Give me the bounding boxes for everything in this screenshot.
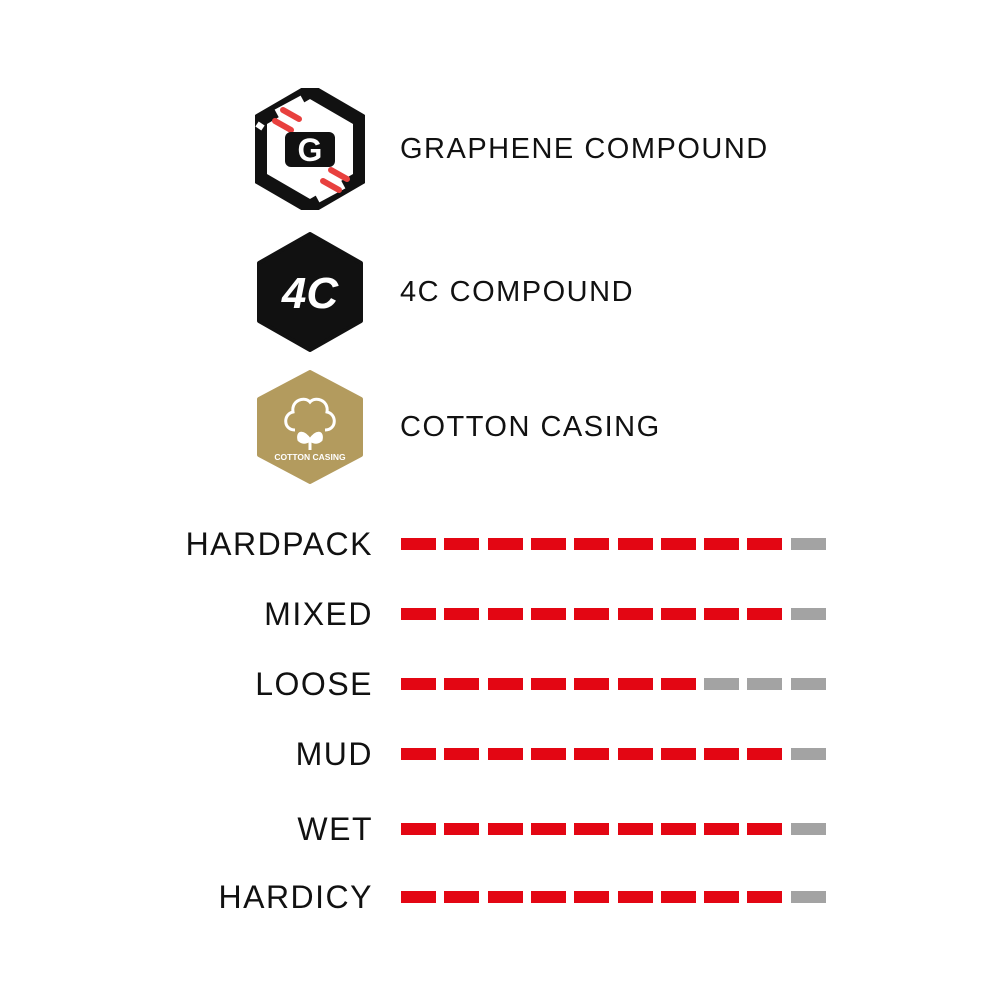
rating-segment-filled: [444, 748, 480, 760]
rating-segment-filled: [660, 608, 696, 620]
rating-row-loose: LOOSE: [0, 664, 1000, 704]
rating-segment-empty: [747, 678, 783, 690]
rating-segment-filled: [444, 538, 480, 550]
rating-row-mixed: MIXED: [0, 594, 1000, 634]
rating-bar: [401, 823, 831, 835]
rating-segment-filled: [704, 748, 740, 760]
rating-segment-filled: [617, 608, 653, 620]
rating-segment-empty: [790, 608, 826, 620]
rating-segment-empty: [790, 891, 826, 903]
rating-label: LOOSE: [255, 666, 373, 702]
svg-text:COTTON CASING: COTTON CASING: [274, 452, 346, 462]
rating-segment-filled: [704, 608, 740, 620]
rating-segment-filled: [444, 823, 480, 835]
rating-segment-filled: [574, 608, 610, 620]
rating-segment-filled: [401, 891, 436, 903]
rating-label: MUD: [295, 736, 373, 772]
rating-segment-filled: [747, 891, 783, 903]
rating-segment-filled: [660, 538, 696, 550]
rating-segment-filled: [574, 538, 610, 550]
rating-segment-filled: [530, 608, 566, 620]
rating-segment-filled: [704, 891, 740, 903]
rating-segment-filled: [617, 891, 653, 903]
rating-segment-empty: [790, 823, 826, 835]
rating-segment-empty: [790, 678, 826, 690]
rating-bar: [401, 538, 831, 550]
rating-bar: [401, 678, 831, 690]
rating-segment-filled: [617, 538, 653, 550]
graphene-g-icon: G: [255, 88, 365, 210]
rating-segment-filled: [530, 891, 566, 903]
feature-label: GRAPHENE COMPOUND: [400, 132, 769, 165]
rating-segment-filled: [704, 823, 740, 835]
rating-segment-empty: [790, 748, 826, 760]
rating-segment-filled: [704, 538, 740, 550]
rating-segment-filled: [487, 608, 523, 620]
rating-segment-filled: [401, 748, 436, 760]
rating-segment-filled: [747, 823, 783, 835]
rating-segment-filled: [660, 823, 696, 835]
rating-segment-filled: [487, 748, 523, 760]
feature-4c: 4C 4C COMPOUND: [255, 232, 633, 352]
rating-row-wet: WET: [0, 809, 1000, 849]
rating-label: MIXED: [264, 596, 373, 632]
rating-row-hardicy: HARDICY: [0, 877, 1000, 917]
rating-segment-filled: [487, 891, 523, 903]
rating-label: HARDPACK: [185, 526, 373, 562]
rating-segment-filled: [574, 748, 610, 760]
rating-segment-filled: [401, 678, 436, 690]
rating-segment-filled: [574, 891, 610, 903]
svg-text:4C: 4C: [281, 269, 339, 318]
rating-bar: [401, 891, 831, 903]
rating-segment-filled: [574, 823, 610, 835]
rating-row-hardpack: HARDPACK: [0, 524, 1000, 564]
rating-bar: [401, 748, 831, 760]
rating-segment-filled: [617, 678, 653, 690]
rating-segment-filled: [487, 678, 523, 690]
rating-segment-filled: [530, 823, 566, 835]
rating-segment-filled: [444, 891, 480, 903]
feature-cotton: COTTON CASING COTTON CASING: [255, 370, 659, 484]
rating-segment-filled: [747, 748, 783, 760]
rating-segment-filled: [660, 891, 696, 903]
rating-label: WET: [297, 811, 373, 847]
rating-segment-filled: [747, 608, 783, 620]
rating-segment-empty: [704, 678, 740, 690]
rating-segment-filled: [401, 538, 436, 550]
rating-segment-filled: [574, 678, 610, 690]
rating-segment-filled: [660, 748, 696, 760]
feature-label: 4C COMPOUND: [400, 275, 635, 308]
rating-segment-filled: [487, 823, 523, 835]
feature-graphene: G GRAPHENE COMPOUND: [255, 88, 767, 210]
rating-segment-filled: [444, 678, 480, 690]
rating-segment-empty: [790, 538, 826, 550]
4c-compound-icon: 4C: [257, 232, 363, 352]
rating-segment-filled: [617, 748, 653, 760]
feature-label: COTTON CASING: [400, 410, 661, 443]
rating-row-mud: MUD: [0, 734, 1000, 774]
rating-segment-filled: [530, 538, 566, 550]
rating-segment-filled: [487, 538, 523, 550]
rating-segment-filled: [530, 678, 566, 690]
rating-bar: [401, 608, 831, 620]
rating-segment-filled: [747, 538, 783, 550]
svg-text:G: G: [298, 132, 323, 168]
rating-label: HARDICY: [218, 879, 373, 915]
rating-segment-filled: [617, 823, 653, 835]
rating-segment-filled: [530, 748, 566, 760]
rating-segment-filled: [660, 678, 696, 690]
rating-segment-filled: [401, 608, 436, 620]
cotton-casing-icon: COTTON CASING: [257, 370, 363, 484]
rating-segment-filled: [444, 608, 480, 620]
rating-segment-filled: [401, 823, 436, 835]
